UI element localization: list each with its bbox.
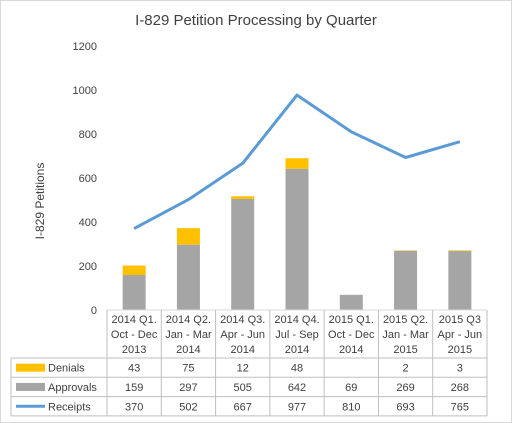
x-tick-label: 2015 Q1. [329,314,374,326]
x-tick-label: 2015 [448,344,472,356]
chart-title: I-829 Petition Processing by Quarter [135,12,377,29]
approvals-bar [176,244,200,310]
table-cell-denials: 75 [182,363,194,375]
y-tick-label: 1000 [73,85,97,97]
table-cell-receipts: 693 [396,401,414,413]
table-cell-receipts: 502 [179,401,197,413]
y-tick-label: 0 [91,305,97,317]
y-axis-label: I-829 Petitions [33,163,47,240]
table-cell-approvals: 505 [234,382,252,394]
table-cell-denials: 3 [457,363,463,375]
x-tick-label: Jan - Mar [382,329,429,341]
x-tick-label: 2014 Q1. [112,314,157,326]
x-tick-label: Oct - Dec [328,329,375,341]
legend-label-receipts: Receipts [48,401,91,413]
legend-key-approvals [16,382,45,391]
y-tick-label: 600 [79,173,97,185]
table-cell-approvals: 297 [179,382,197,394]
approvals-bar [448,251,472,310]
x-tick-label: Apr - Jun [220,329,265,341]
table-cell-approvals: 69 [345,382,357,394]
legend-label-approvals: Approvals [48,382,97,394]
table-cell-receipts: 810 [342,401,360,413]
x-tick-label: 2014 [339,344,363,356]
receipts-line [133,93,461,230]
y-tick-label: 800 [79,129,97,141]
x-tick-label: Oct - Dec [111,329,158,341]
table-cell-denials: 43 [128,363,140,375]
y-tick-label: 400 [79,217,97,229]
y-tick-label: 200 [79,261,97,273]
table-cell-receipts: 765 [451,401,469,413]
x-tick-label: 2014 Q2. [166,314,211,326]
approvals-bar [394,250,418,310]
denials-bar [176,228,200,245]
legend-label-denials: Denials [48,363,85,375]
x-tick-label: Jan - Mar [165,329,212,341]
x-tick-label: 2014 [176,344,200,356]
x-tick-label: 2014 [230,344,254,356]
x-tick-label: 2015 Q2. [383,314,428,326]
x-tick-label: Apr - Jun [438,329,483,341]
table-cell-approvals: 159 [125,382,143,394]
table-cell-receipts: 667 [234,401,252,413]
legend-key-denials [16,363,45,372]
denials-bar [122,265,146,276]
table-cell-receipts: 977 [288,401,306,413]
table-cell-denials: 48 [291,363,303,375]
x-tick-label: 2015 [393,344,417,356]
approvals-bar [122,275,146,310]
x-tick-label: 2013 [122,344,146,356]
x-tick-label: 2014 Q3. [220,314,265,326]
denials-bar [285,158,309,169]
x-tick-label: Jul - Sep [275,329,318,341]
table-cell-receipts: 370 [125,401,143,413]
x-tick-label: 2015 Q3 [439,314,481,326]
x-tick-label: 2014 [285,344,309,356]
denials-bar [231,196,255,199]
table-cell-approvals: 268 [451,382,469,394]
x-tick-label: 2014 Q4. [274,314,319,326]
table-cell-approvals: 269 [396,382,414,394]
approvals-bar [231,198,255,310]
table-cell-denials: 12 [237,363,249,375]
table-cell-approvals: 642 [288,382,306,394]
approvals-bar [339,294,363,310]
approvals-bar [285,168,309,310]
y-tick-label: 1200 [73,41,97,53]
denials-bar [448,250,472,252]
table-cell-denials: 2 [403,363,409,375]
